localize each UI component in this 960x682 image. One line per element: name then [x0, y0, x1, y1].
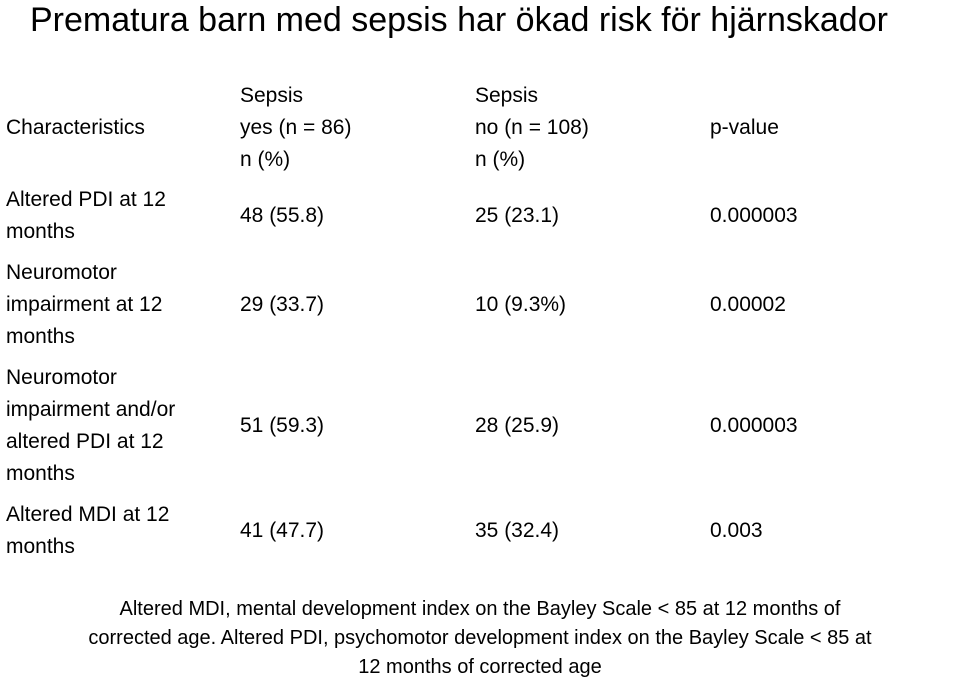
cell-sepsis-yes: 48 (55.8) — [240, 204, 325, 227]
cell-sepsis-no: 28 (25.9) — [475, 414, 560, 437]
row-label-line: months — [6, 535, 75, 558]
cell-p-value: 0.003 — [710, 519, 763, 542]
header-sepsis-no-line: Sepsis — [475, 84, 539, 107]
row-label-line: Altered MDI at 12 — [6, 503, 170, 526]
header-p-value: p-value — [710, 116, 779, 139]
cell-sepsis-no: 10 (9.3%) — [475, 293, 567, 316]
header-characteristics: Characteristics — [6, 116, 145, 139]
header-sepsis-yes-line: yes (n = 86) — [240, 116, 352, 139]
header-sepsis-no-line: no (n = 108) — [475, 116, 589, 139]
row-label-line: months — [6, 462, 75, 485]
row-label-line: Neuromotor — [6, 366, 117, 389]
header-sepsis-yes-line: n (%) — [240, 148, 291, 171]
footnote-line: 12 months of corrected age — [358, 656, 602, 678]
cell-sepsis-yes: 41 (47.7) — [240, 519, 325, 542]
cell-p-value: 0.00002 — [710, 293, 786, 316]
cell-p-value: 0.000003 — [710, 204, 798, 227]
row-label-line: Neuromotor — [6, 261, 117, 284]
footnote: Altered MDI, mental development index on… — [0, 595, 960, 682]
row-label-line: months — [6, 325, 75, 348]
header-sepsis-no-line: n (%) — [475, 148, 526, 171]
header-sepsis-yes-line: Sepsis — [240, 84, 304, 107]
slide-title: Prematura barn med sepsis har ökad risk … — [30, 1, 888, 39]
footnote-line: Altered MDI, mental development index on… — [119, 598, 841, 620]
row-label-line: impairment at 12 — [6, 293, 163, 316]
cell-sepsis-yes: 51 (59.3) — [240, 414, 325, 437]
row-label-line: months — [6, 220, 75, 243]
row-label-line: altered PDI at 12 — [6, 430, 164, 453]
cell-p-value: 0.000003 — [710, 414, 798, 437]
row-label-line: impairment and/or — [6, 398, 176, 421]
footnote-line: corrected age. Altered PDI, psychomotor … — [88, 627, 872, 649]
row-label-line: Altered PDI at 12 — [6, 188, 166, 211]
cell-sepsis-no: 25 (23.1) — [475, 204, 560, 227]
cell-sepsis-no: 35 (32.4) — [475, 519, 560, 542]
cell-sepsis-yes: 29 (33.7) — [240, 293, 325, 316]
